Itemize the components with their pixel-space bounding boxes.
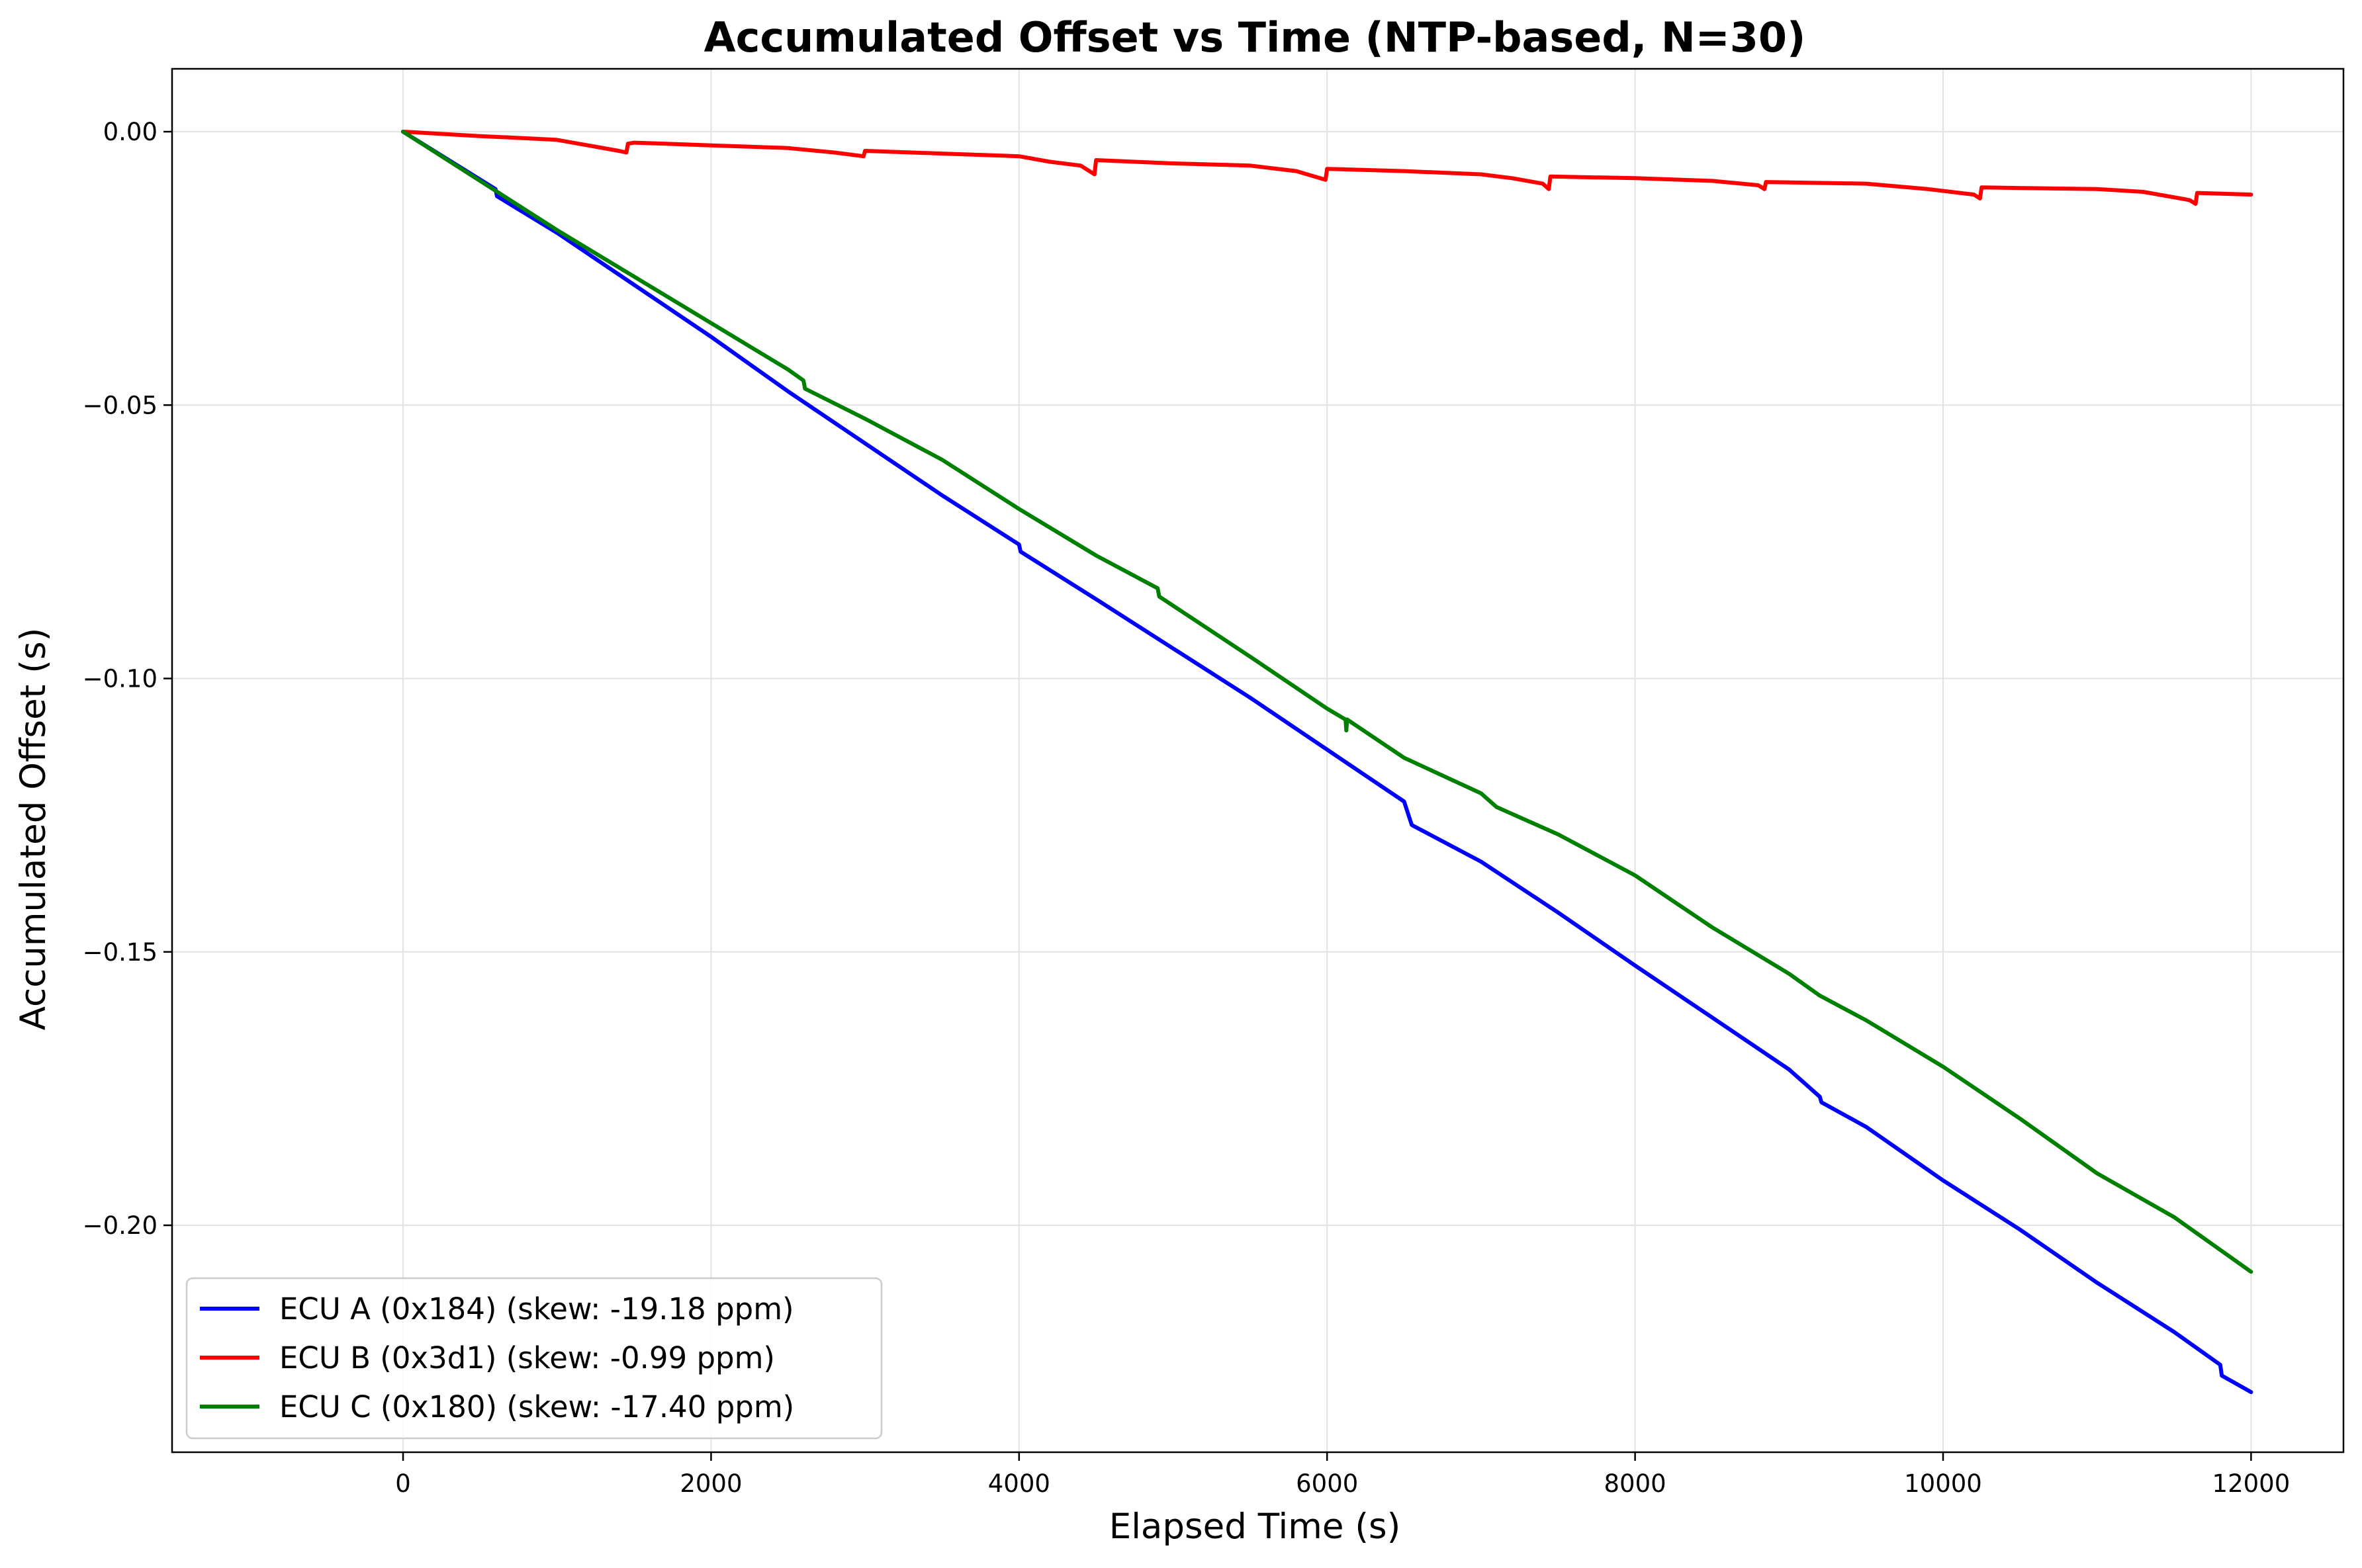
- y-tick-label: −0.15: [83, 938, 158, 967]
- grid: [172, 69, 2343, 1452]
- y-axis-label: Accumulated Offset (s): [13, 628, 54, 1031]
- plot-frame: [171, 67, 2345, 1454]
- x-tick-label: 0: [395, 1469, 411, 1498]
- legend-entry: ECU C (0x180) (skew: -17.40 ppm): [279, 1389, 794, 1424]
- legend: ECU A (0x184) (skew: -19.18 ppm) ECU B (0…: [185, 1277, 883, 1440]
- x-axis-label: Elapsed Time (s): [1109, 1506, 1401, 1547]
- chart-title: Accumulated Offset vs Time (NTP-based, N…: [704, 13, 1806, 62]
- x-tick-label: 12000: [2212, 1469, 2291, 1498]
- series-line-1: [401, 130, 2253, 1395]
- x-tick-label: 4000: [988, 1469, 1050, 1498]
- x-tick-label: 2000: [680, 1469, 742, 1498]
- x-tick-label: 10000: [1904, 1469, 1982, 1498]
- x-axis-ticks: 0 2000 4000 6000 8000 10000 12000: [395, 1452, 2290, 1498]
- y-tick-label: −0.05: [83, 391, 158, 419]
- legend-entry: ECU A (0x184) (skew: -19.18 ppm): [279, 1291, 794, 1327]
- legend-box: [185, 1277, 883, 1440]
- y-tick-label: −0.10: [83, 665, 158, 693]
- legend-entry: ECU B (0x3d1) (skew: -0.99 ppm): [279, 1340, 775, 1375]
- y-tick-label: −0.20: [83, 1211, 158, 1240]
- series-line-3: [401, 130, 2253, 1274]
- x-tick-label: 8000: [1604, 1469, 1666, 1498]
- y-tick-label: 0.00: [103, 118, 158, 146]
- series-line-2: [401, 130, 2253, 206]
- plot-lines: [401, 130, 2253, 1395]
- y-axis-ticks: 0.00 −0.05 −0.10 −0.15 −0.20: [83, 118, 172, 1240]
- x-tick-label: 6000: [1296, 1469, 1358, 1498]
